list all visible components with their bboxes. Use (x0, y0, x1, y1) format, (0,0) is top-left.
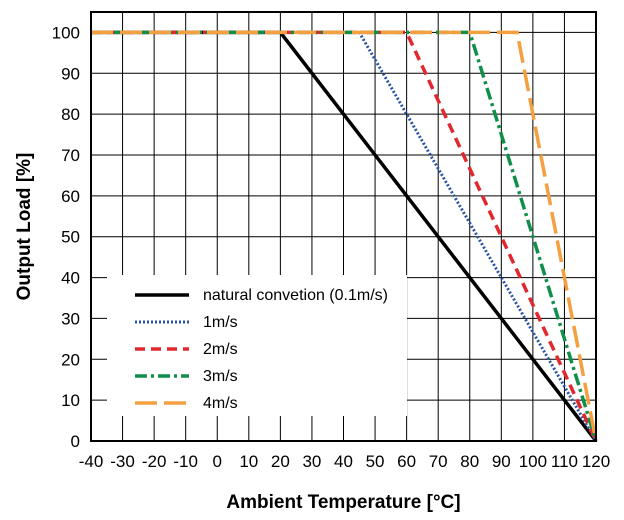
y-axis-label: Output Load [%] (14, 153, 35, 301)
x-tick-label: -20 (142, 452, 167, 471)
series-line (91, 30, 598, 442)
x-tick-label: -10 (173, 452, 198, 471)
series-lines (91, 30, 598, 443)
legend-label: 3m/s (203, 368, 238, 385)
y-tick-label: 100 (52, 23, 80, 42)
x-tick-label: 60 (397, 452, 416, 471)
plot-frame (90, 11, 597, 442)
y-tick-label: 70 (61, 146, 80, 165)
x-tick-labels: -40 -30 -20 -10 0 10 20 30 40 50 60 70 80 90 100 110 120 (79, 452, 610, 471)
legend-box (107, 275, 407, 416)
x-tick-label: 0 (213, 452, 222, 471)
legend-label: 2m/s (203, 341, 238, 358)
x-tick-label: 30 (302, 452, 321, 471)
y-tick-label: 50 (61, 228, 80, 247)
y-tick-label: 0 (71, 432, 80, 451)
x-tick-label: -30 (110, 452, 135, 471)
y-tick-labels: 0 10 20 30 40 50 60 70 80 90 100 (52, 23, 80, 451)
x-tick-label: 100 (519, 452, 547, 471)
x-tick-label: 70 (429, 452, 448, 471)
x-axis-label: Ambient Temperature [°C] (226, 492, 460, 513)
x-tick-label: 110 (551, 452, 578, 471)
y-tick-label: 40 (61, 269, 80, 288)
x-tick-label: 50 (366, 452, 385, 471)
y-tick-label: 30 (61, 309, 80, 328)
y-tick-label: 80 (61, 105, 80, 124)
y-tick-label: 20 (61, 350, 80, 369)
x-tick-label: 20 (271, 452, 290, 471)
x-tick-label: 120 (582, 452, 610, 471)
x-tick-label: 10 (239, 452, 258, 471)
legend-label: 1m/s (203, 314, 238, 331)
x-tick-label: -40 (79, 452, 104, 471)
legend-label: 4m/s (203, 395, 238, 412)
x-tick-label: 80 (460, 452, 479, 471)
y-tick-label: 10 (61, 391, 80, 410)
x-tick-label: 90 (492, 452, 511, 471)
y-tick-label: 60 (61, 187, 80, 206)
x-tick-label: 40 (334, 452, 353, 471)
legend-label: natural convetion (0.1m/s) (203, 287, 388, 304)
legend: natural convetion (0.1m/s) 1m/s 2m/s 3m/s 4m… (107, 275, 407, 416)
y-tick-label: 90 (61, 64, 80, 83)
